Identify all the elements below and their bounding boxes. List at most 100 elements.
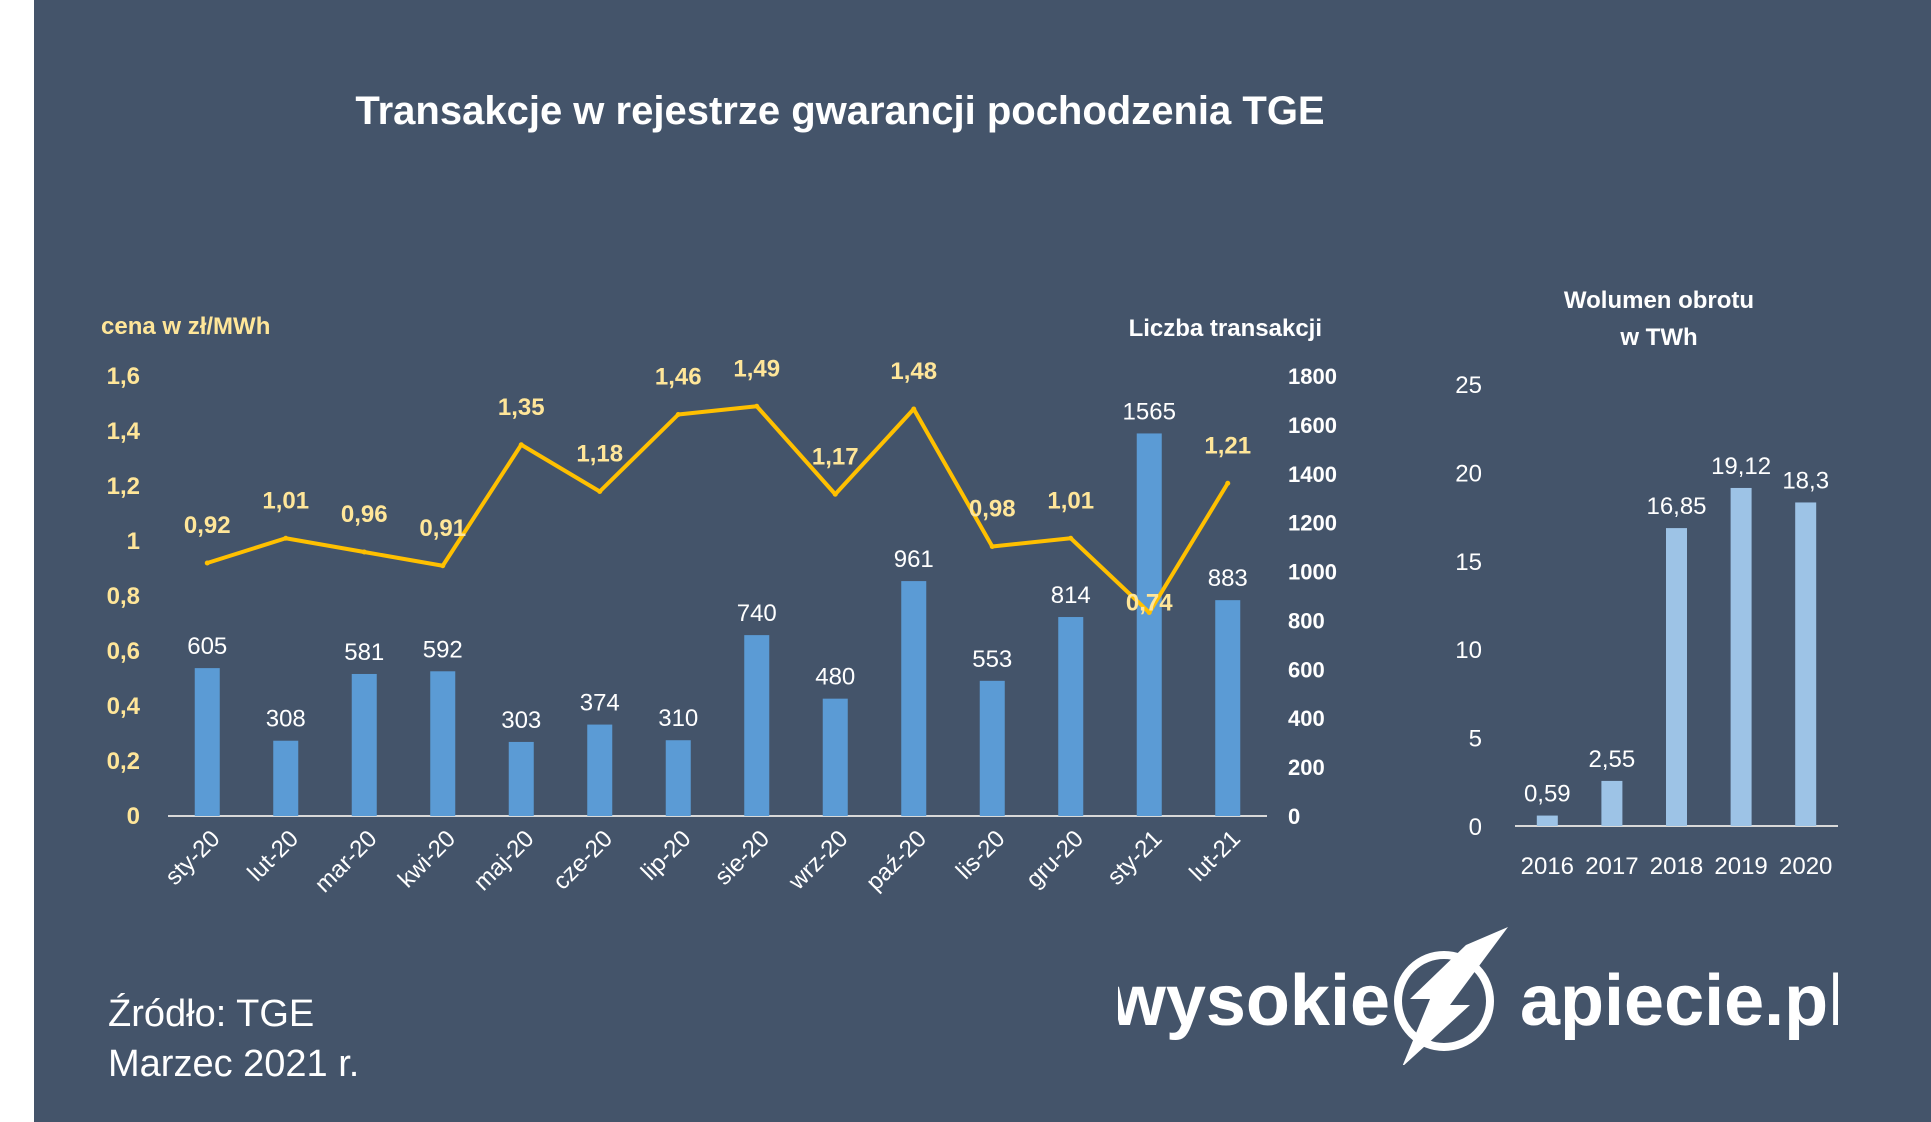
price-point [832,491,838,497]
transaction-value-label: 374 [580,690,620,717]
left-axis-tick-label: 1 [127,528,140,555]
price-point [675,412,681,417]
right-axis-tick-label: 800 [1288,608,1325,633]
price-line [206,404,1230,615]
price-value-label: 0,74 [1126,590,1173,617]
price-value-label: 0,98 [969,496,1016,523]
transaction-value-label: 961 [894,546,934,573]
volume-axis-tick-label: 25 [1455,372,1482,399]
volume-value-label: 2,55 [1589,746,1636,773]
transaction-bar [1136,433,1162,816]
date-note: Marzec 2021 r. [108,1043,360,1085]
transaction-bar [744,635,770,816]
price-point [518,442,524,448]
price-value-label: 1,48 [890,358,937,385]
volume-value-label: 18,3 [1782,467,1829,494]
transaction-bar [351,673,377,816]
x-axis-category-label: maj-20 [469,825,540,896]
x-axis-category-label: paź-20 [861,825,932,896]
volume-chart-title-line-2: w TWh [1619,324,1697,351]
volume-year-label: 2018 [1650,853,1703,880]
volume-value-label: 16,85 [1646,493,1706,520]
site-logo: wysokie apiecie.pl [1118,927,1838,1065]
price-value-label: 1,18 [576,441,623,468]
price-value-label: 1,21 [1204,432,1251,459]
price-point [361,549,367,555]
right-axis-tick-label: 0 [1288,804,1300,829]
x-axis-category-label: gru-20 [1021,825,1089,893]
price-value-label: 0,96 [341,501,388,528]
price-point [754,403,760,409]
volume-bar [1730,487,1752,826]
x-axis-category-label: sie-20 [710,825,775,890]
x-axis-category-label: wrz-20 [783,825,854,896]
right-axis-tick-label: 1000 [1288,560,1337,585]
transaction-value-label: 581 [344,639,384,666]
transaction-value-label: 308 [266,706,306,733]
price-point [989,544,995,549]
transaction-value-label: 605 [187,633,227,660]
volume-year-label: 2019 [1714,853,1767,880]
transaction-bar [273,740,299,816]
volume-year-label: 2020 [1779,853,1832,880]
transaction-bar [194,668,220,816]
volume-year-label: 2017 [1585,853,1638,880]
logo-bolt-circle [1394,951,1494,1051]
x-axis-category-label: cze-20 [548,825,618,895]
main-chart-title: Transakcje w rejestrze gwarancji pochodz… [355,89,1324,133]
price-point [283,535,289,541]
volume-bar [1536,815,1558,826]
transaction-value-label: 740 [737,600,777,627]
right-axis-tick-label: 1800 [1288,364,1337,389]
price-value-label: 1,17 [812,443,859,470]
left-axis-tick-label: 0,8 [107,583,140,610]
volume-value-label: 0,59 [1524,781,1571,808]
transaction-value-label: 883 [1208,565,1248,592]
left-axis-tick-label: 1,6 [107,363,140,390]
right-axis-tick-label: 400 [1288,706,1325,731]
transaction-value-label: 553 [972,646,1012,673]
x-axis-category-label: lis-20 [951,825,1011,885]
left-axis-tick-label: 1,2 [107,473,140,500]
volume-bar [1666,528,1687,826]
transaction-value-label: 814 [1051,582,1091,609]
transaction-bar [1058,617,1084,816]
right-axis-tick-label: 600 [1288,657,1325,682]
left-axis-tick-label: 0 [127,803,140,830]
left-axis-tick-label: 0,6 [107,638,140,665]
x-axis-category-label: lip-20 [636,825,697,886]
price-point [1146,610,1152,615]
volume-year-label: 2016 [1521,853,1574,880]
transaction-value-label: 480 [815,664,855,691]
volume-axis-tick-label: 0 [1469,814,1482,841]
volume-chart-title-line-1: Wolumen obrotu [1564,287,1754,314]
price-value-label: 0,91 [419,515,466,542]
price-value-label: 0,92 [184,512,231,539]
transaction-bar [508,741,534,816]
left-axis-title: cena w zł/MWh [101,313,270,340]
x-axis-category-label: sty-21 [1102,825,1167,890]
right-axis-tick-label: 1200 [1288,511,1337,536]
logo-text-left: wysokie [1118,961,1390,1041]
lightning-bolt-icon [1402,927,1508,1065]
price-value-label: 1,01 [262,487,309,514]
left-axis-tick-label: 0,4 [107,693,141,720]
transaction-bar [822,698,848,816]
x-axis-category-label: lut-20 [242,825,304,887]
transaction-bar [430,671,456,816]
transaction-value-label: 303 [501,707,541,734]
volume-bar [1795,502,1817,826]
price-point [597,489,603,494]
transaction-bar [1215,600,1241,816]
chart-panel [34,0,1931,1122]
transaction-bar [665,740,691,816]
price-point [1068,535,1074,541]
right-axis-tick-label: 200 [1288,755,1325,780]
x-axis-category-label: sty-20 [160,825,225,890]
price-point [911,406,917,412]
price-point [204,560,210,566]
transactions-chart: 0 0,2 0,4 0,6 0,8 1 1,2 1,4 1,6 0 200 400 600 800 1000… [107,355,1337,898]
x-axis-category-label: kwi-20 [393,825,461,893]
